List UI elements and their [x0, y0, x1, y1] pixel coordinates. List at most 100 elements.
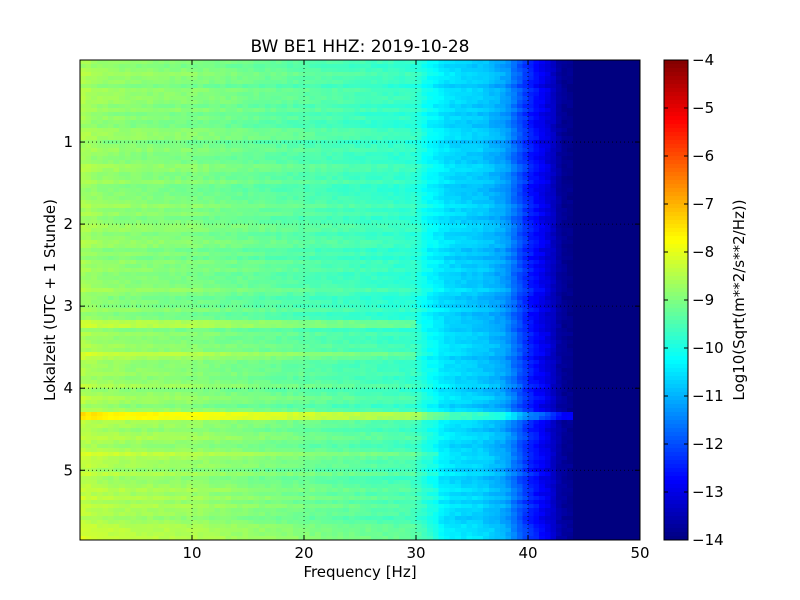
heatmap-cell: [164, 96, 171, 101]
heatmap-cell: [578, 192, 585, 197]
heatmap-cell: [164, 136, 171, 141]
heatmap-cell: [528, 240, 535, 245]
heatmap-cell: [164, 72, 171, 77]
heatmap-cell: [208, 88, 215, 93]
heatmap-cell: [315, 64, 322, 69]
heatmap-cell: [298, 256, 305, 261]
heatmap-cell: [539, 144, 546, 149]
heatmap-cell: [488, 220, 495, 225]
heatmap-cell: [589, 80, 596, 85]
heatmap-cell: [382, 132, 389, 137]
heatmap-cell: [298, 112, 305, 117]
heatmap-cell: [180, 108, 187, 113]
heatmap-cell: [108, 76, 115, 81]
heatmap-cell: [158, 236, 165, 241]
heatmap-cell: [287, 60, 294, 65]
heatmap-cell: [164, 68, 171, 73]
heatmap-cell: [276, 100, 283, 105]
heatmap-cell: [444, 236, 451, 241]
heatmap-cell: [315, 108, 322, 113]
heatmap-cell: [477, 132, 484, 137]
heatmap-cell: [404, 156, 411, 161]
heatmap-cell: [539, 164, 546, 169]
heatmap-cell: [236, 88, 243, 93]
heatmap-cell: [80, 244, 87, 249]
heatmap-cell: [136, 68, 143, 73]
heatmap-cell: [572, 224, 579, 229]
heatmap-cell: [522, 220, 529, 225]
heatmap-cell: [572, 104, 579, 109]
heatmap-cell: [354, 64, 361, 69]
heatmap-cell: [175, 72, 182, 77]
heatmap-cell: [192, 60, 199, 65]
heatmap-cell: [572, 232, 579, 237]
heatmap-cell: [264, 68, 271, 73]
heatmap-cell: [292, 116, 299, 121]
heatmap-cell: [147, 144, 154, 149]
heatmap-cell: [612, 208, 619, 213]
heatmap-cell: [141, 108, 148, 113]
heatmap-cell: [281, 176, 288, 181]
heatmap-cell: [326, 96, 333, 101]
heatmap-cell: [203, 60, 210, 65]
heatmap-cell: [113, 252, 120, 257]
heatmap-cell: [449, 88, 456, 93]
heatmap-cell: [494, 204, 501, 209]
heatmap-cell: [119, 216, 126, 221]
heatmap-cell: [544, 228, 551, 233]
heatmap-cell: [186, 196, 193, 201]
heatmap-cell: [550, 100, 557, 105]
heatmap-cell: [91, 108, 98, 113]
heatmap-cell: [175, 60, 182, 65]
heatmap-cell: [242, 180, 249, 185]
heatmap-cell: [438, 68, 445, 73]
heatmap-cell: [505, 224, 512, 229]
heatmap-cell: [505, 136, 512, 141]
heatmap-cell: [539, 236, 546, 241]
heatmap-cell: [348, 76, 355, 81]
heatmap-cell: [612, 80, 619, 85]
heatmap-cell: [343, 176, 350, 181]
heatmap-cell: [589, 104, 596, 109]
heatmap-cell: [567, 224, 574, 229]
heatmap-cell: [141, 148, 148, 153]
heatmap-cell: [421, 228, 428, 233]
heatmap-cell: [449, 212, 456, 217]
heatmap-cell: [124, 160, 131, 165]
heatmap-cell: [528, 184, 535, 189]
heatmap-cell: [544, 136, 551, 141]
heatmap-cell: [511, 148, 518, 153]
heatmap-cell: [432, 136, 439, 141]
heatmap-cell: [522, 176, 529, 181]
heatmap-cell: [276, 176, 283, 181]
heatmap-cell: [382, 204, 389, 209]
heatmap-cell: [511, 140, 518, 145]
heatmap-cell: [634, 76, 641, 81]
heatmap-cell: [567, 188, 574, 193]
heatmap-cell: [119, 164, 126, 169]
heatmap-cell: [320, 124, 327, 129]
heatmap-cell: [472, 244, 479, 249]
heatmap-cell: [186, 188, 193, 193]
heatmap-cell: [623, 124, 630, 129]
heatmap-cell: [516, 204, 523, 209]
heatmap-cell: [270, 76, 277, 81]
heatmap-cell: [236, 176, 243, 181]
heatmap-cell: [96, 128, 103, 133]
heatmap-cell: [416, 228, 423, 233]
heatmap-cell: [113, 64, 120, 69]
heatmap-cell: [522, 148, 529, 153]
heatmap-cell: [332, 192, 339, 197]
heatmap-cell: [365, 84, 372, 89]
heatmap-cell: [102, 216, 109, 221]
heatmap-cell: [208, 240, 215, 245]
heatmap-cell: [371, 136, 378, 141]
heatmap-cell: [248, 180, 255, 185]
heatmap-cell: [304, 180, 311, 185]
heatmap-cell: [421, 84, 428, 89]
heatmap-cell: [399, 128, 406, 133]
heatmap-cell: [578, 160, 585, 165]
heatmap-cell: [309, 208, 316, 213]
heatmap-cell: [108, 212, 115, 217]
heatmap-cell: [320, 132, 327, 137]
